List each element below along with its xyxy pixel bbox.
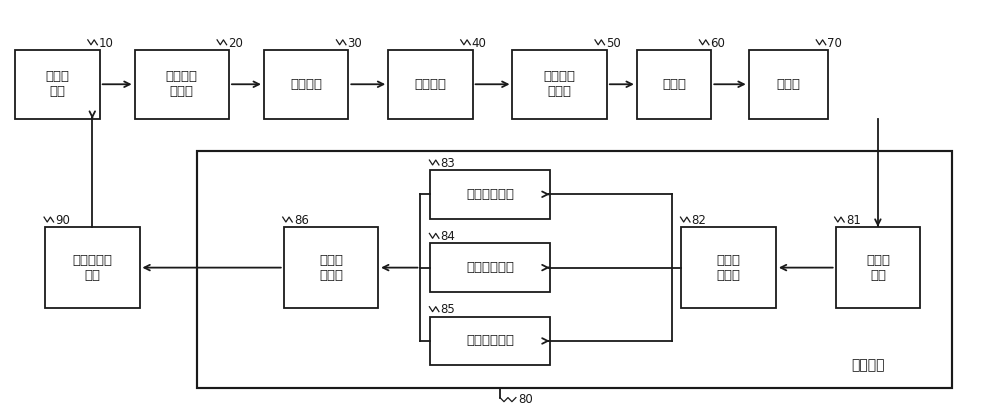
Text: 80: 80 xyxy=(518,393,533,406)
Text: 40: 40 xyxy=(472,37,487,50)
Text: 光电耦
合器: 光电耦 合器 xyxy=(866,254,890,282)
Bar xyxy=(45,227,140,309)
Bar xyxy=(836,227,920,309)
Bar xyxy=(681,227,776,309)
Text: 掺饵光纤: 掺饵光纤 xyxy=(414,78,446,91)
Bar xyxy=(430,316,550,366)
Text: 相移光栅: 相移光栅 xyxy=(290,78,322,91)
Bar xyxy=(749,50,828,119)
Bar xyxy=(197,152,952,388)
Bar xyxy=(637,50,711,119)
Text: 60: 60 xyxy=(711,37,725,50)
Text: 跨阻放
大电路: 跨阻放 大电路 xyxy=(717,254,741,282)
Text: 90: 90 xyxy=(55,214,70,227)
Bar xyxy=(135,50,229,119)
Text: 第一波分
复用器: 第一波分 复用器 xyxy=(166,70,198,98)
Bar xyxy=(430,243,550,292)
Text: 50: 50 xyxy=(606,37,621,50)
Bar xyxy=(15,50,100,119)
Text: 微分反馈电路: 微分反馈电路 xyxy=(466,335,514,347)
Bar xyxy=(388,50,473,119)
Text: 85: 85 xyxy=(441,304,455,316)
Text: 反馈输
出电路: 反馈输 出电路 xyxy=(319,254,343,282)
Text: 比例反馈电路: 比例反馈电路 xyxy=(466,188,514,201)
Bar xyxy=(430,170,550,219)
Text: 耦合器: 耦合器 xyxy=(776,78,800,91)
Text: 泵浦激
光源: 泵浦激 光源 xyxy=(45,70,69,98)
Text: 81: 81 xyxy=(846,214,861,227)
Text: 10: 10 xyxy=(99,37,114,50)
Text: 30: 30 xyxy=(348,37,362,50)
Text: 86: 86 xyxy=(294,214,309,227)
Text: 70: 70 xyxy=(827,37,842,50)
Text: 激光器驱动
电路: 激光器驱动 电路 xyxy=(72,254,112,282)
Text: 82: 82 xyxy=(692,214,707,227)
Bar xyxy=(264,50,348,119)
Text: 反馈模块: 反馈模块 xyxy=(851,358,885,373)
Text: 第二波分
复用器: 第二波分 复用器 xyxy=(544,70,576,98)
Bar xyxy=(512,50,607,119)
Text: 积分反馈电路: 积分反馈电路 xyxy=(466,261,514,274)
Bar xyxy=(284,227,378,309)
Text: 83: 83 xyxy=(441,157,455,170)
Text: 20: 20 xyxy=(228,37,243,50)
Text: 84: 84 xyxy=(441,230,455,243)
Text: 隔离器: 隔离器 xyxy=(662,78,686,91)
